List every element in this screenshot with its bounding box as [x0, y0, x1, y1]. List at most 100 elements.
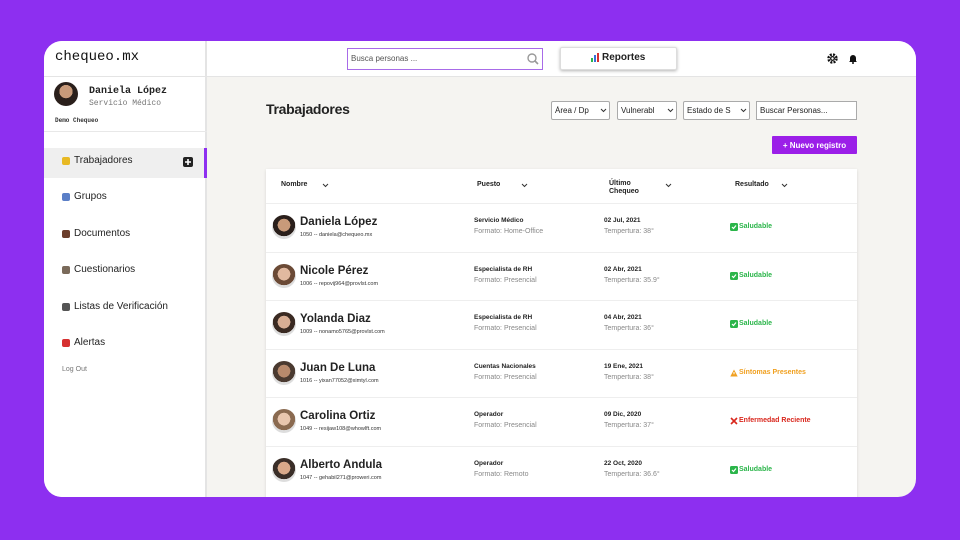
checkup-date: 22 Oct, 2020: [604, 460, 642, 467]
sort-arrow-shape: [521, 183, 528, 188]
add-icon-shape: [185, 159, 191, 165]
sort-arrow: [322, 183, 329, 188]
nav-icon: [62, 157, 70, 165]
nav-item[interactable]: Cuestionarios: [74, 264, 136, 276]
sort-arrow-shape: [665, 183, 672, 188]
nav-icon: [62, 266, 70, 275]
checkup-temperature: Tempertura: 38°: [604, 373, 654, 381]
notifications-icon-shape: [852, 62, 854, 64]
dropdown-arrow-shape: [740, 108, 747, 113]
result-label: Saludable: [739, 320, 773, 328]
worker-format: Formato: Presencial: [474, 276, 537, 284]
filter-label: Estado de S: [687, 106, 731, 115]
nav-item[interactable]: Listas de Verificación: [74, 300, 168, 312]
worker-contact: 1009 -- nonamo5765@provlst.com: [300, 329, 385, 336]
result-icon: [730, 320, 738, 329]
column-header[interactable]: Último Chequeo: [609, 180, 639, 195]
nav-icon: [62, 302, 70, 311]
worker-position: Especialista de RH: [474, 265, 533, 273]
worker-contact: 1016 -- yixan77052@ximtyl.com: [300, 377, 379, 384]
page-title: Trabajadores: [266, 101, 350, 117]
notifications-icon-shape: [849, 55, 857, 64]
nav-icon: [62, 339, 70, 347]
settings-icon: [827, 53, 838, 64]
nav-active-bg: [44, 148, 207, 178]
settings-icon-shape: [827, 53, 838, 64]
nav-icon: [62, 229, 70, 238]
worker-contact: 1006 -- repovij964@provlst.com: [300, 280, 379, 287]
column-header[interactable]: Puesto: [477, 181, 501, 188]
row-avatar: [272, 360, 296, 385]
nav-item[interactable]: Alertas: [74, 337, 106, 348]
row-divider: [266, 397, 857, 399]
result-icon-shape: [730, 223, 738, 231]
search-box[interactable]: [347, 48, 543, 70]
reports-icon-shape: [591, 53, 599, 62]
search-icon-shape: [527, 53, 537, 63]
reports-label: Reportes: [602, 52, 646, 63]
filter-select[interactable]: [617, 101, 677, 120]
worker-format: Formato: Home-Office: [474, 228, 544, 235]
dropdown-arrow-shape: [740, 108, 747, 113]
checkup-date: 19 Ene, 2021: [604, 362, 644, 370]
filter-label: Vulnerabl: [621, 106, 655, 115]
new-record-button[interactable]: [772, 136, 857, 154]
reports-icon-shape: [597, 53, 599, 62]
dropdown-arrow-shape: [667, 108, 674, 113]
brand-logo: chequeo.mx: [55, 49, 140, 65]
worker-position: Cuentas Nacionales: [474, 362, 536, 370]
worker-name[interactable]: Nicole Pérez: [300, 264, 369, 277]
filter-search[interactable]: [756, 101, 857, 120]
org-name: Demo Chequeo: [55, 117, 99, 124]
sort-arrow-shape: [665, 183, 672, 188]
column-header[interactable]: Nombre: [281, 181, 308, 188]
add-icon-shape: [183, 157, 193, 167]
worker-name[interactable]: Carolina Ortiz: [300, 410, 376, 423]
result-label: Enfermedad Reciente: [739, 417, 811, 425]
worker-format: Formato: Presencial: [474, 325, 537, 333]
result-icon: [730, 271, 738, 280]
worker-name[interactable]: Alberto Andula: [300, 459, 382, 471]
nav-item[interactable]: Trabajadores: [74, 155, 133, 166]
reports-button[interactable]: [560, 47, 677, 70]
filter-label: Área / Dp: [555, 106, 589, 115]
search-placeholder: Busca personas ...: [351, 54, 418, 63]
row-avatar: [272, 263, 296, 288]
search-icon: [527, 53, 539, 65]
new-record-label: + Nuevo registro: [782, 141, 847, 150]
result-icon-shape: [731, 225, 737, 230]
notifications-icon: [848, 53, 858, 64]
result-icon-shape: [730, 417, 738, 425]
reports-icon-shape: [594, 55, 596, 62]
worker-name[interactable]: Daniela López: [300, 216, 378, 228]
dropdown-arrow-shape: [600, 108, 607, 113]
checkup-temperature: Tempertura: 38°: [604, 228, 654, 235]
result-icon-shape: [730, 417, 738, 425]
checkup-date: 02 Jul, 2021: [604, 217, 641, 224]
result-icon: [730, 369, 738, 377]
worker-name[interactable]: Yolanda Diaz: [300, 313, 371, 326]
column-header[interactable]: Resultado: [735, 181, 769, 188]
worker-format: Formato: Presencial: [474, 422, 537, 430]
result-icon-shape: [730, 320, 738, 329]
app-window: chequeo.mx Daniela López Servicio Médico De…: [44, 41, 916, 497]
filter-select[interactable]: [683, 101, 750, 120]
dropdown-arrow: [740, 108, 747, 113]
worker-name[interactable]: Juan De Luna: [300, 361, 376, 374]
checkup-temperature: Tempertura: 37°: [604, 422, 654, 430]
logout[interactable]: Log Out: [62, 366, 87, 373]
dropdown-arrow: [667, 108, 674, 113]
nav-item[interactable]: Documentos: [74, 227, 131, 239]
nav-icon: [62, 193, 70, 202]
result-label: Saludable: [739, 466, 773, 473]
result-icon-shape: [731, 468, 737, 473]
sidebar-header: [44, 41, 207, 77]
result-icon-shape: [731, 322, 737, 327]
add-icon: [183, 157, 193, 167]
nav-item[interactable]: Grupos: [74, 191, 107, 203]
worker-position: Operador: [474, 460, 504, 467]
result-icon-shape: [730, 369, 738, 377]
settings-icon-shape: [831, 57, 834, 60]
filter-select[interactable]: [551, 101, 610, 120]
sort-arrow-shape: [781, 183, 788, 188]
